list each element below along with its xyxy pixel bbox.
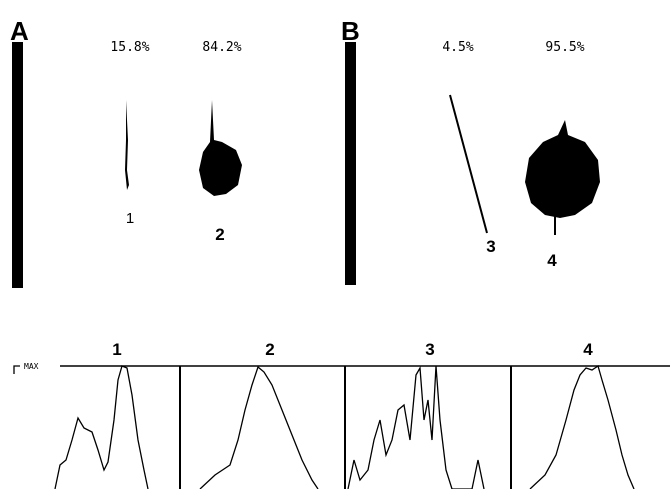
trace-number: 3 xyxy=(425,340,434,359)
percentage: 4.5% xyxy=(442,40,473,55)
panel-label: B xyxy=(341,16,360,46)
trace-number: 4 xyxy=(583,340,593,359)
max-label: MAX xyxy=(24,362,39,371)
lane-bar xyxy=(12,42,23,288)
spot xyxy=(525,120,600,218)
trace xyxy=(54,365,149,489)
trace xyxy=(199,365,319,489)
spot xyxy=(125,100,129,190)
panel-label: A xyxy=(10,16,29,46)
trace xyxy=(529,364,635,489)
spot-number: 2 xyxy=(215,225,224,244)
trace xyxy=(347,365,485,489)
streak xyxy=(449,94,488,234)
spot-number: 3 xyxy=(486,237,495,256)
spot xyxy=(199,100,242,196)
spot-number: 1 xyxy=(126,210,134,227)
percentage: 95.5% xyxy=(545,40,584,55)
spot-number: 4 xyxy=(547,251,557,270)
trace-number: 1 xyxy=(112,340,121,359)
lane-bar xyxy=(345,42,356,285)
percentage: 15.8% xyxy=(110,40,149,55)
bracket xyxy=(13,365,20,374)
trace-number: 2 xyxy=(265,340,274,359)
percentage: 84.2% xyxy=(202,40,241,55)
